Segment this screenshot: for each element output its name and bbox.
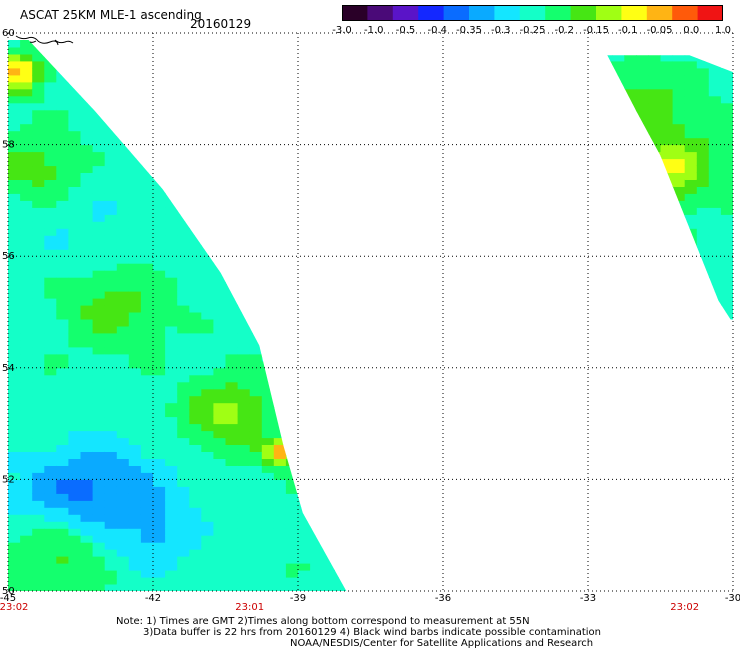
colorbar-swatch <box>519 5 546 21</box>
time-label: 23:02 <box>0 602 28 612</box>
product-title: ASCAT 25KM MLE-1 ascending <box>20 8 202 22</box>
colorbar-label: -0.1 <box>617 25 638 36</box>
colorbar-swatch <box>570 5 597 21</box>
gridlines <box>7 32 734 592</box>
lon-tick-label: -45 <box>0 593 16 604</box>
colorbar-label: -0.4 <box>427 25 448 36</box>
west-swath <box>8 40 347 592</box>
colorbar-swatch <box>596 5 622 21</box>
footnote-line-3: NOAA/NESDIS/Center for Satellite Applica… <box>290 638 594 649</box>
lat-tick-label: 54 <box>2 363 15 374</box>
colorbar-swatch <box>443 5 470 21</box>
lon-tick-label: -33 <box>580 593 596 604</box>
axis-labels: -45 -42 -39 -36 -33 -30 60 58 56 54 52 50 23:02 23:01… <box>0 28 740 612</box>
coastline <box>15 35 74 46</box>
colorbar-label: 1.0 <box>715 25 731 36</box>
colorbar-swatch <box>392 5 419 21</box>
lat-tick-label: 58 <box>2 140 15 151</box>
lon-tick-label: -30 <box>725 593 740 604</box>
footnote-line-1: Note: 1) Times are GMT 2)Times along bot… <box>116 616 530 627</box>
product-date: 20160129 <box>190 17 252 31</box>
lon-tick-label: -36 <box>435 593 451 604</box>
colorbar-swatch <box>418 5 445 21</box>
colorbar-label: 0.0 <box>683 25 700 36</box>
colorbar-swatch <box>621 5 648 21</box>
colorbar-label: -3.0 <box>332 25 352 36</box>
footnote-line-2: 3)Data buffer is 22 hrs from 20160129 4)… <box>143 627 601 638</box>
colorbar-swatch <box>545 5 572 21</box>
colorbar-label: -0.5 <box>395 25 416 36</box>
colorbar-swatch <box>646 5 673 21</box>
time-label: 23:01 <box>235 602 264 612</box>
east-swath <box>607 55 733 320</box>
colorbar-label: -0.05 <box>646 25 673 36</box>
lon-tick-label: -42 <box>145 593 161 604</box>
colorbar-swatch <box>469 5 495 21</box>
colorbar-label: -0.3 <box>490 25 511 36</box>
colorbar-label: -0.35 <box>456 25 482 36</box>
colorbar-swatch <box>672 5 699 21</box>
colorbar-label: -1.0 <box>363 25 384 36</box>
colorbar-label: -0.15 <box>583 25 609 36</box>
colorbar-swatch <box>697 5 723 21</box>
colorbar-label: -0.25 <box>519 25 546 36</box>
lon-tick-label: -39 <box>290 593 306 604</box>
colorbar-swatch <box>342 5 368 21</box>
colorbar-labels: -3.0 -1.0 -0.5 -0.4 -0.35 -0.3 -0.25 -0.2 -0.15-… <box>330 25 735 37</box>
colorbar-label: -0.2 <box>554 25 575 36</box>
colorbar-swatch <box>367 5 394 21</box>
colorbar <box>342 5 723 21</box>
colorbar-swatch <box>494 5 521 21</box>
swath-cells <box>8 40 733 592</box>
colorbar-frame <box>342 5 723 21</box>
lat-tick-label: 56 <box>2 251 15 262</box>
lat-tick-label: 50 <box>2 586 15 597</box>
lat-tick-label: 60 <box>2 28 15 39</box>
lat-tick-label: 52 <box>2 474 15 485</box>
wind-map: -45 -42 -39 -36 -33 -30 60 58 56 54 52 50 23:02 23:01… <box>0 28 740 612</box>
time-label: 23:02 <box>670 602 699 612</box>
